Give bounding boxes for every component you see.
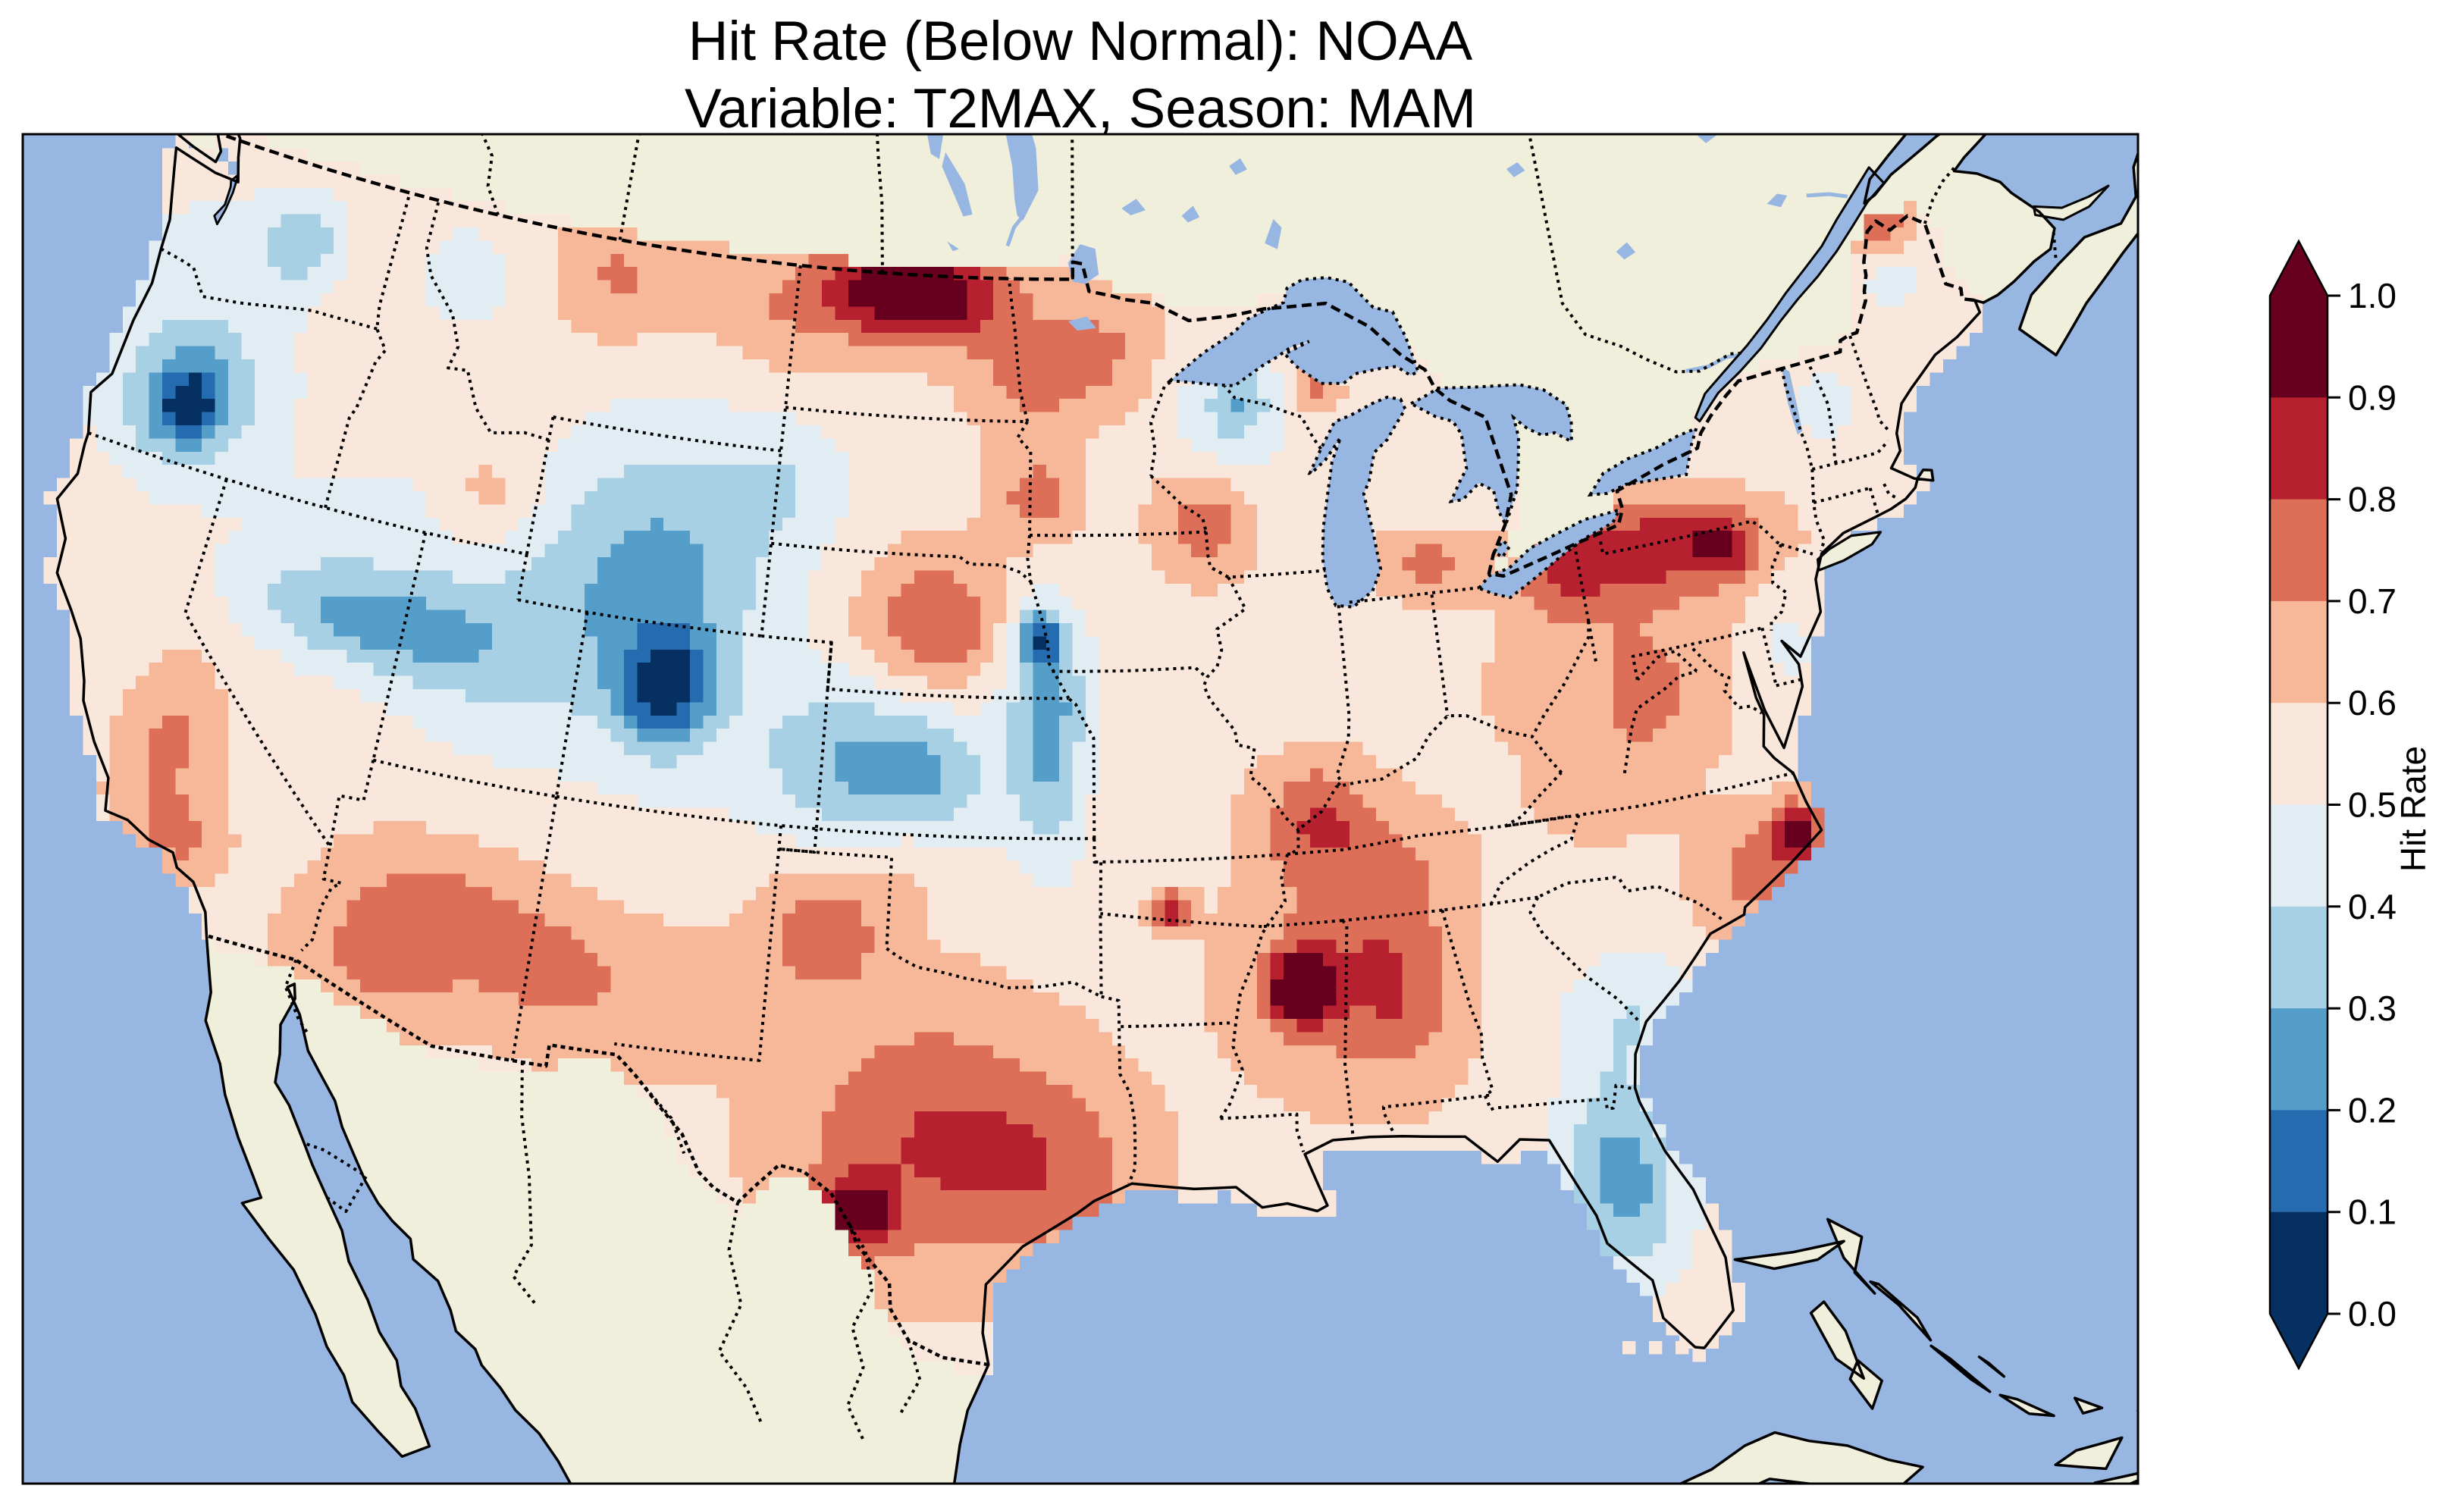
svg-text:0.0: 0.0 <box>2348 1294 2397 1333</box>
svg-text:0.3: 0.3 <box>2348 989 2397 1028</box>
svg-text:0.2: 0.2 <box>2348 1090 2397 1130</box>
svg-text:0.6: 0.6 <box>2348 683 2397 722</box>
svg-text:0.5: 0.5 <box>2348 785 2397 825</box>
svg-text:1.0: 1.0 <box>2348 276 2397 315</box>
svg-text:0.4: 0.4 <box>2348 887 2397 926</box>
svg-text:0.7: 0.7 <box>2348 581 2397 621</box>
svg-text:Hit Rate: Hit Rate <box>2393 746 2433 872</box>
svg-text:0.9: 0.9 <box>2348 378 2397 417</box>
svg-text:0.1: 0.1 <box>2348 1192 2397 1232</box>
svg-text:Variable: T2MAX, Season: MAM: Variable: T2MAX, Season: MAM <box>685 78 1476 139</box>
svg-text:0.8: 0.8 <box>2348 480 2397 519</box>
svg-text:Hit Rate (Below Normal): NOAA: Hit Rate (Below Normal): NOAA <box>688 11 1473 72</box>
